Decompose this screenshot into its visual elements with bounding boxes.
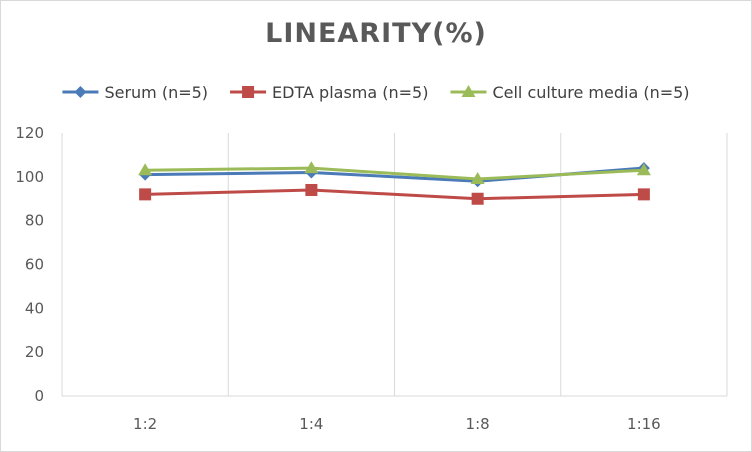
y-tick-label: 0 bbox=[34, 387, 44, 405]
y-tick-label: 40 bbox=[25, 299, 44, 317]
legend-label: EDTA plasma (n=5) bbox=[272, 83, 428, 102]
y-tick-label: 20 bbox=[25, 343, 44, 361]
legend-marker bbox=[74, 86, 87, 98]
legend-marker bbox=[461, 85, 476, 97]
x-tick-label: 1:2 bbox=[133, 415, 157, 433]
x-tick-label: 1:16 bbox=[627, 415, 661, 433]
legend: Serum (n=5) EDTA plasma (n=5) Cell culture… bbox=[62, 83, 690, 102]
series-layer bbox=[138, 161, 651, 205]
legend-label: Cell culture media (n=5) bbox=[492, 83, 689, 102]
x-tick-label: 1:8 bbox=[466, 415, 490, 433]
y-tick-label: 80 bbox=[25, 212, 44, 230]
legend-marker bbox=[242, 86, 255, 98]
data-point bbox=[304, 161, 319, 174]
data-point bbox=[470, 172, 485, 185]
legend-swatch bbox=[230, 86, 267, 98]
y-tick-label: 60 bbox=[25, 256, 44, 274]
data-point bbox=[138, 163, 153, 176]
series-line bbox=[145, 166, 644, 181]
series-line bbox=[145, 188, 644, 201]
x-tick-label: 1:4 bbox=[299, 415, 323, 433]
data-point bbox=[636, 163, 651, 176]
y-tick-label: 120 bbox=[15, 124, 44, 142]
tick-labels: 0 20 40 60 80 100 120 1:2 1:4 1:8 1:16 bbox=[15, 124, 660, 433]
data-point bbox=[305, 183, 318, 196]
data-point bbox=[471, 192, 484, 205]
chart-title: LINEARITY(%) bbox=[265, 18, 487, 49]
series-3 bbox=[138, 161, 651, 185]
legend-label: Serum (n=5) bbox=[104, 83, 208, 102]
data-point bbox=[139, 188, 152, 201]
y-tick-label: 100 bbox=[15, 168, 44, 186]
legend-swatch bbox=[450, 85, 487, 97]
series-2 bbox=[139, 183, 650, 205]
grid-lines bbox=[61, 133, 728, 396]
legend-swatch bbox=[62, 86, 99, 98]
data-point bbox=[637, 188, 650, 201]
